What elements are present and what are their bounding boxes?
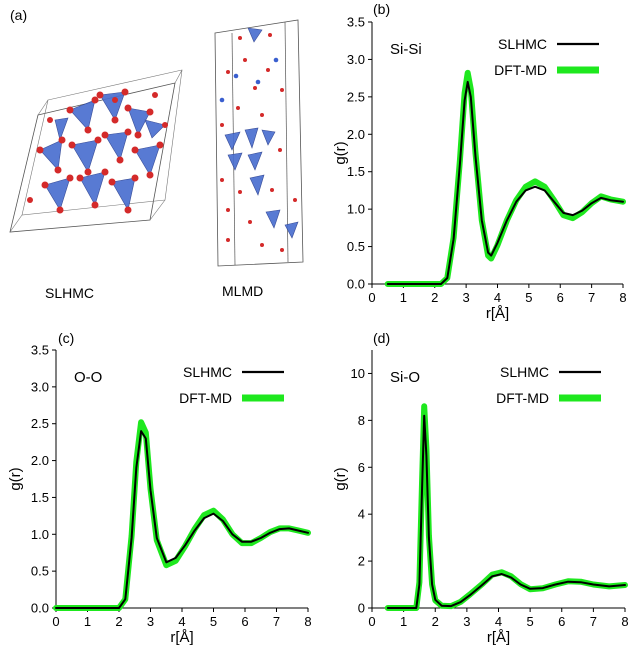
y-tick-label: 3.5 bbox=[31, 343, 49, 358]
series-line-dft-md bbox=[53, 419, 311, 611]
x-tick-label: 8 bbox=[621, 614, 628, 629]
x-tick-label: 3 bbox=[463, 614, 470, 629]
x-tick-label: 3 bbox=[463, 290, 470, 305]
x-tick-label: 0 bbox=[52, 614, 59, 629]
pair-label: Si-Si bbox=[390, 41, 422, 58]
series-line-slhmc bbox=[386, 80, 624, 285]
y-tick-label: 1.0 bbox=[347, 202, 365, 217]
y-tick-label: 4 bbox=[358, 507, 365, 522]
x-tick-label: 8 bbox=[304, 614, 311, 629]
x-tick-label: 5 bbox=[210, 614, 217, 629]
x-axis-label: r[Å] bbox=[487, 629, 510, 646]
y-tick-label: 0.5 bbox=[31, 564, 49, 579]
y-tick-label: 6 bbox=[358, 460, 365, 475]
y-axis-label: g(r) bbox=[7, 467, 24, 490]
legend-label: DFT-MD bbox=[179, 390, 232, 406]
x-tick-label: 1 bbox=[84, 614, 91, 629]
x-tick-label: 2 bbox=[431, 290, 438, 305]
y-tick-label: 2 bbox=[358, 554, 365, 569]
y-axis-label: g(r) bbox=[332, 467, 349, 490]
slhmc-structure-label: SLHMC bbox=[45, 285, 94, 301]
x-tick-label: 4 bbox=[495, 614, 502, 629]
x-tick-label: 0 bbox=[368, 290, 375, 305]
x-tick-label: 7 bbox=[273, 614, 280, 629]
panel-a-structures: (a) bbox=[9, 7, 304, 301]
series-line-slhmc bbox=[55, 430, 309, 609]
x-tick-label: 1 bbox=[400, 290, 407, 305]
y-tick-label: 0.5 bbox=[347, 239, 365, 254]
x-tick-label: 6 bbox=[241, 614, 248, 629]
y-tick-label: 2.0 bbox=[347, 127, 365, 142]
x-tick-label: 7 bbox=[588, 290, 595, 305]
x-tick-label: 2 bbox=[432, 614, 439, 629]
panel-c-o-o-chart: (c) 0 1 2 3 4 5 6 7 8 0.0 0.5 1.0 1.5 2.0 2.5 3.0 3.5 r[Å]… bbox=[7, 330, 312, 646]
x-tick-label: 5 bbox=[527, 614, 534, 629]
y-tick-label: 2.0 bbox=[31, 453, 49, 468]
y-tick-label: 3.5 bbox=[347, 15, 365, 30]
y-tick-label: 0.0 bbox=[31, 601, 49, 616]
legend-label: SLHMC bbox=[498, 36, 547, 52]
y-tick-label: 3.0 bbox=[347, 52, 365, 67]
pair-label: O-O bbox=[74, 369, 102, 386]
legend-label: SLHMC bbox=[500, 364, 549, 380]
y-tick-label: 0 bbox=[358, 601, 365, 616]
mlmd-structure-label: MLMD bbox=[222, 283, 263, 299]
y-tick-label: 10 bbox=[351, 366, 365, 381]
x-tick-label: 7 bbox=[590, 614, 597, 629]
panel-d-si-o-chart: (d) 0 1 2 3 4 5 6 7 8 0 2 4 6 8 10 r[Å] g(r) Si-O SLHMC DFT-… bbox=[332, 330, 628, 646]
x-axis-label: r[Å] bbox=[170, 629, 193, 646]
y-tick-label: 8 bbox=[358, 413, 365, 428]
y-tick-label: 1.5 bbox=[31, 490, 49, 505]
x-tick-label: 1 bbox=[400, 614, 407, 629]
panel-b-si-si-chart: (b) 0 1 2 3 4 5 6 7 8 0.0 0.5 1.0 1.5 2.0 2.5 3.0 3.5 r[Å]… bbox=[332, 1, 627, 322]
y-tick-label: 3.0 bbox=[31, 379, 49, 394]
legend-label: DFT-MD bbox=[496, 390, 549, 406]
y-tick-label: 2.5 bbox=[347, 89, 365, 104]
x-tick-label: 0 bbox=[368, 614, 375, 629]
y-axis-label: g(r) bbox=[332, 141, 349, 164]
x-tick-label: 3 bbox=[147, 614, 154, 629]
x-tick-label: 4 bbox=[494, 290, 501, 305]
panel-b-letter: (b) bbox=[373, 1, 390, 17]
panel-d-letter: (d) bbox=[373, 330, 390, 346]
x-tick-label: 2 bbox=[115, 614, 122, 629]
panel-c-letter: (c) bbox=[58, 330, 74, 346]
x-tick-label: 6 bbox=[558, 614, 565, 629]
mlmd-structure-illustration bbox=[214, 19, 304, 267]
y-tick-label: 2.5 bbox=[31, 416, 49, 431]
y-tick-label: 0.0 bbox=[347, 277, 365, 292]
x-tick-label: 5 bbox=[525, 290, 532, 305]
x-axis-label: r[Å] bbox=[486, 305, 509, 322]
legend-label: DFT-MD bbox=[494, 62, 547, 78]
series-line-dft-md bbox=[384, 69, 626, 287]
series-line-slhmc bbox=[386, 414, 626, 609]
panel-a-letter: (a) bbox=[10, 7, 27, 23]
x-tick-label: 8 bbox=[619, 290, 626, 305]
pair-label: Si-O bbox=[390, 369, 420, 386]
x-tick-label: 4 bbox=[178, 614, 185, 629]
x-tick-label: 6 bbox=[557, 290, 564, 305]
y-tick-label: 1.5 bbox=[347, 164, 365, 179]
y-tick-label: 1.0 bbox=[31, 527, 49, 542]
legend-label: SLHMC bbox=[183, 364, 232, 380]
slhmc-structure-illustration bbox=[9, 69, 183, 233]
